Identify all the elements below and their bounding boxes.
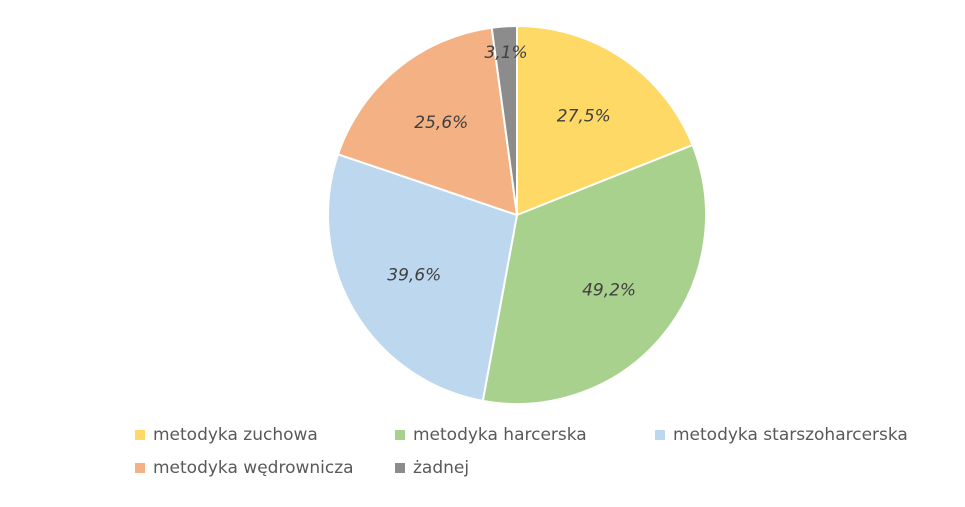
legend-swatch-zadnej <box>395 463 405 473</box>
legend-label-harcerska: metodyka harcerska <box>413 425 587 445</box>
data-label-zadnej: 3,1% <box>484 43 527 63</box>
pie-chart: 27,5% 49,2% 39,6% 25,6% 3,1% <box>327 24 707 406</box>
pie-slice-starszoharcerska <box>327 152 519 403</box>
legend-item-starszoharcerska: metodyka starszoharcerska <box>655 425 908 445</box>
data-label-wedrownicza: 25,6% <box>414 113 468 133</box>
legend-item-harcerska: metodyka harcerska <box>395 425 587 445</box>
data-label-zuchowa: 27,5% <box>557 106 611 126</box>
legend-label-zuchowa: metodyka zuchowa <box>153 425 318 445</box>
legend-item-wedrownicza: metodyka wędrownicza <box>135 458 354 478</box>
legend-item-zadnej: żadnej <box>395 458 469 478</box>
pie-slice-zuchowa <box>516 24 694 217</box>
legend-item-zuchowa: metodyka zuchowa <box>135 425 318 445</box>
data-label-harcerska: 49,2% <box>582 281 636 301</box>
legend-label-starszoharcerska: metodyka starszoharcerska <box>673 425 908 445</box>
legend-label-wedrownicza: metodyka wędrownicza <box>153 458 354 478</box>
legend-swatch-harcerska <box>395 430 405 440</box>
pie-slice-harcerska <box>481 143 707 406</box>
pie-slice-zadnej <box>490 24 518 216</box>
pie-slice-wedrownicza <box>336 26 519 217</box>
legend-swatch-wedrownicza <box>135 463 145 473</box>
legend-swatch-starszoharcerska <box>655 430 665 440</box>
data-label-starszoharcerska: 39,6% <box>387 265 441 285</box>
legend-swatch-zuchowa <box>135 430 145 440</box>
legend-label-zadnej: żadnej <box>413 458 470 478</box>
